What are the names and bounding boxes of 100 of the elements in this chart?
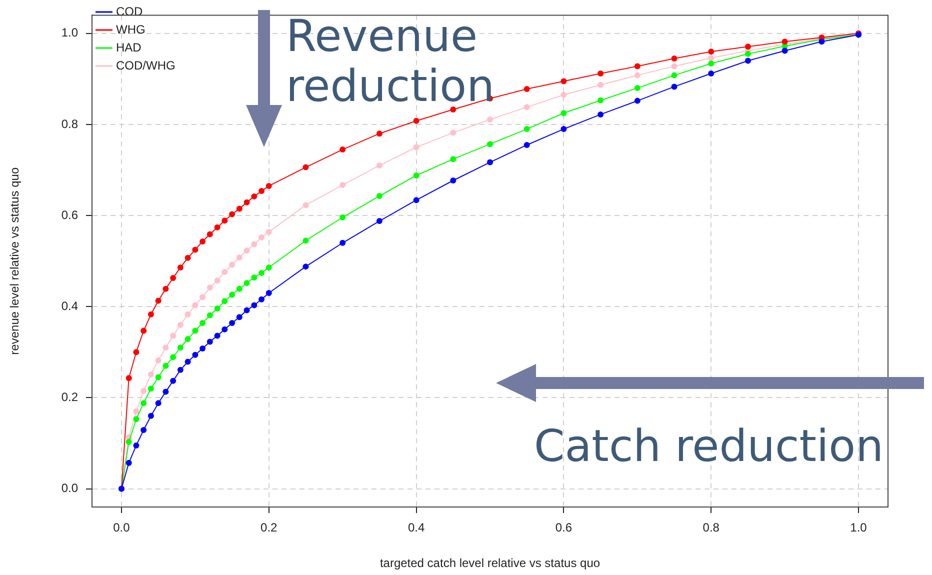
point (140, 388, 147, 394)
point (162, 362, 169, 369)
point (524, 142, 530, 148)
point (200, 320, 206, 326)
point (133, 408, 140, 414)
point (236, 286, 242, 292)
point (376, 218, 382, 224)
point (170, 274, 176, 281)
point (170, 332, 176, 339)
point (450, 106, 456, 112)
point (524, 86, 530, 92)
point (302, 164, 309, 170)
point (133, 442, 140, 449)
point (155, 400, 162, 406)
point (744, 44, 751, 50)
point (192, 246, 198, 253)
point (413, 197, 420, 204)
point (222, 326, 228, 332)
point (148, 386, 154, 392)
point (229, 262, 236, 268)
point (244, 248, 250, 254)
point (634, 72, 640, 78)
point (671, 72, 678, 78)
point (450, 130, 456, 136)
annotation: Revenue reduction (286, 11, 496, 112)
point (222, 269, 228, 276)
point (258, 296, 265, 302)
point (450, 156, 456, 162)
point (162, 286, 169, 292)
point (560, 78, 567, 84)
point (140, 427, 147, 434)
point (155, 357, 162, 364)
point (222, 298, 228, 304)
point (200, 294, 206, 300)
point (229, 292, 236, 298)
point (140, 400, 147, 406)
point (206, 338, 213, 345)
point (162, 344, 169, 351)
y-tick-label: 0.6 (61, 208, 78, 222)
point (126, 438, 132, 445)
point (214, 278, 220, 284)
point (206, 231, 213, 238)
point (266, 264, 272, 270)
point (708, 55, 714, 62)
y-tick-label: 0.2 (61, 390, 78, 404)
point (177, 264, 184, 270)
y-axis-title: revenue level relative vs status quo (8, 167, 22, 355)
point (170, 354, 176, 360)
point (184, 311, 191, 318)
point (524, 126, 530, 132)
point (450, 178, 456, 184)
y-tick-label: 1.0 (61, 26, 78, 40)
point (162, 388, 169, 395)
x-axis-title: targeted catch level relative vs status quo (380, 556, 600, 570)
point (140, 328, 147, 334)
point (126, 460, 132, 466)
point (340, 214, 346, 220)
point (192, 328, 198, 334)
point (184, 336, 191, 342)
point (192, 352, 198, 358)
point (413, 144, 420, 150)
x-tick-label: 0.4 (408, 520, 425, 535)
point (634, 63, 640, 70)
point (206, 284, 213, 291)
x-tick-label: 1.0 (850, 520, 868, 535)
point (184, 358, 191, 365)
point (251, 274, 258, 280)
point (229, 211, 236, 218)
point (236, 314, 242, 320)
point (708, 48, 714, 55)
point (236, 254, 242, 260)
point (222, 218, 228, 224)
point (744, 50, 751, 57)
point (598, 82, 604, 88)
legend-label: HAD (116, 40, 142, 54)
y-tick-label: 0.8 (61, 116, 78, 131)
point (487, 141, 493, 148)
point (258, 188, 265, 194)
point (258, 270, 265, 276)
point (340, 240, 346, 246)
point (214, 305, 220, 312)
point (671, 55, 678, 62)
point (487, 116, 493, 122)
point (266, 290, 272, 296)
point (560, 110, 567, 116)
point (340, 146, 346, 153)
point (251, 302, 258, 308)
point (214, 224, 220, 230)
point (214, 332, 220, 339)
point (487, 159, 493, 166)
point (560, 126, 567, 132)
point (266, 228, 272, 235)
y-tick-label: 0.4 (61, 298, 78, 313)
point (744, 58, 751, 64)
point (302, 202, 309, 208)
point (376, 130, 382, 137)
legend-label: WHG (116, 22, 146, 36)
point (184, 254, 191, 261)
point (598, 97, 604, 104)
point (133, 416, 140, 422)
